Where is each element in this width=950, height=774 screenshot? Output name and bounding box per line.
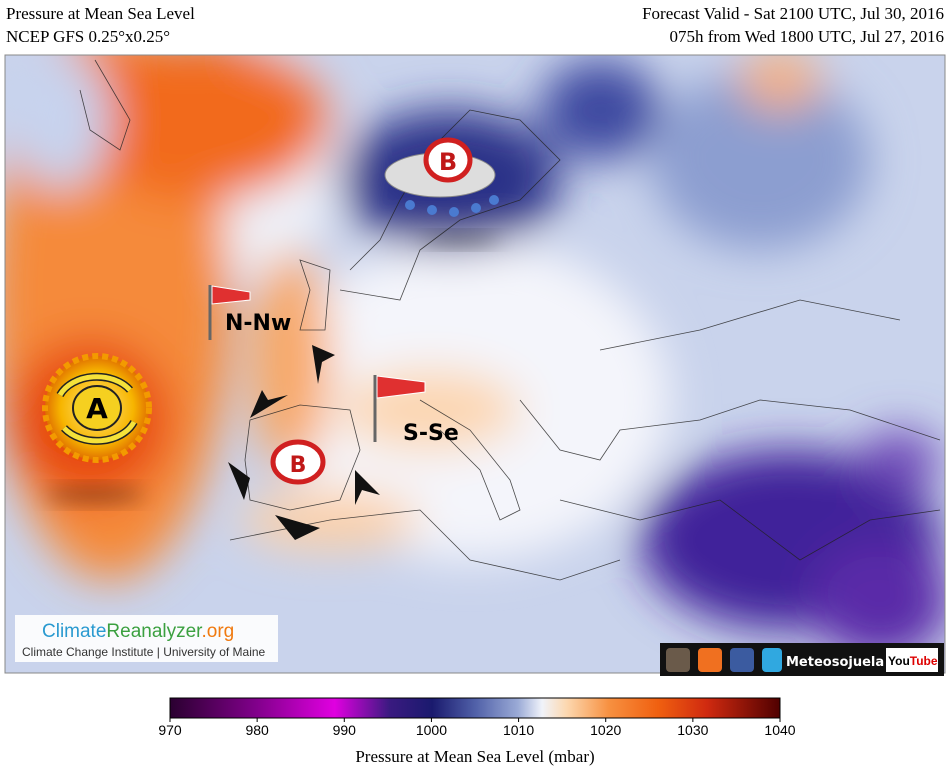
youtube-b: Tube: [910, 654, 938, 668]
coastlines: [79, 59, 941, 581]
colorbar-tick-label: 1010: [503, 722, 534, 738]
map: A B B N-Nw S-Se ClimateReanalyzer.org Cl…: [5, 55, 945, 673]
colorbar-tick-label: 1040: [764, 722, 795, 738]
colorbar-tick-label: 990: [333, 722, 357, 738]
high-label: A: [86, 392, 108, 425]
colorbar-tick-label: 1000: [416, 722, 447, 738]
youtube-a: You: [888, 654, 910, 668]
low-label-north: B: [439, 148, 457, 176]
youtube: YouTube: [888, 654, 938, 668]
colorbar-tick-label: 1030: [677, 722, 708, 738]
low-pressure-icon-iberia: B: [270, 439, 326, 485]
colorbar: [169, 697, 781, 719]
low-label-iberia: B: [290, 453, 307, 478]
social-name: Meteosojuela: [786, 655, 884, 670]
valid-time: Forecast Valid - Sat 2100 UTC, Jul 30, 2…: [642, 4, 944, 23]
title: Pressure at Mean Sea Level: [6, 4, 195, 23]
model: NCEP GFS 0.25°x0.25°: [6, 27, 170, 46]
logo-c: .org: [201, 621, 234, 642]
colorbar-tick-label: 970: [158, 722, 182, 738]
wind-arrows: [228, 345, 380, 540]
wind-sock-west: N-Nw: [208, 285, 291, 340]
logo-b: Reanalyzer: [106, 621, 203, 642]
map-frame: [4, 54, 946, 674]
colorbar-tick-label: 980: [245, 722, 269, 738]
social-bar: Meteosojuela YouTube: [660, 643, 944, 676]
logo-box: [15, 615, 278, 662]
run-time: 075h from Wed 1800 UTC, Jul 27, 2016: [669, 27, 944, 46]
colorbar-label: Pressure at Mean Sea Level (mbar): [355, 747, 594, 766]
wind-label-west: N-Nw: [225, 311, 291, 336]
logo-name: ClimateReanalyzer.org: [42, 621, 234, 642]
wind-label-east: S-Se: [403, 421, 459, 446]
high-pressure-icon: A: [42, 353, 152, 463]
colorbar-tick-label: 1020: [590, 722, 621, 738]
wind-sock-east: S-Se: [373, 375, 459, 446]
logo-subtitle: Climate Change Institute | University of…: [22, 645, 266, 659]
logo-a: Climate: [42, 621, 106, 642]
low-pressure-icon: B: [384, 137, 499, 217]
